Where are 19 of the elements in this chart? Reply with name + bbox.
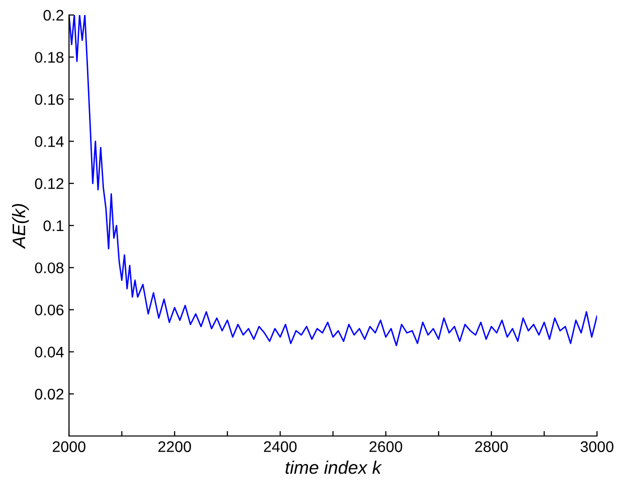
y-tick-label: 0.12 xyxy=(35,178,64,190)
x-tick-label: 2800 xyxy=(475,441,508,452)
y-tick-label: 0.1 xyxy=(44,220,64,232)
y-tick-label: 0.08 xyxy=(35,262,64,274)
x-tick-label: 2400 xyxy=(264,441,297,452)
y-tick-label: 0.14 xyxy=(35,136,64,147)
y-tick-label: 0.16 xyxy=(35,94,64,105)
y-tick-label: 0.18 xyxy=(35,52,64,63)
x-tick-label: 3000 xyxy=(580,441,614,452)
x-axis-title: time index k xyxy=(286,460,382,474)
y-tick-label: 0.02 xyxy=(35,388,64,400)
x-tick-label: 2600 xyxy=(370,441,402,452)
x-tick-label: 2200 xyxy=(158,441,191,452)
y-tick-label: 0.06 xyxy=(35,304,64,316)
y-axis-title: AE(k) xyxy=(12,204,29,249)
line-series xyxy=(69,15,597,346)
x-tick-label: 2000 xyxy=(52,441,86,452)
y-tick-label: 0.04 xyxy=(35,346,64,358)
y-tick-label: 0.2 xyxy=(44,10,64,21)
